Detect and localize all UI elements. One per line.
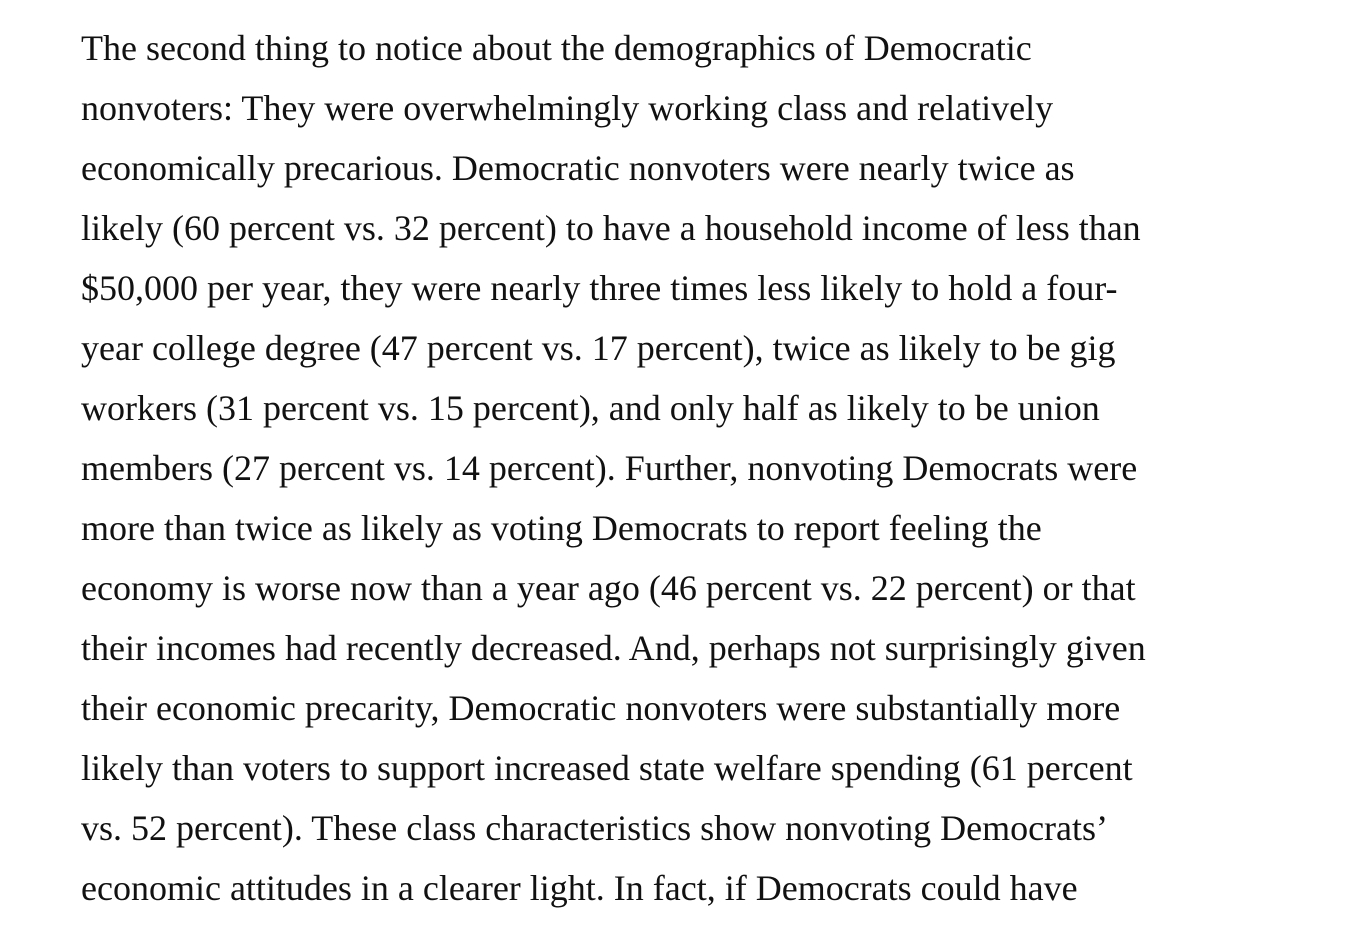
text-line: their economic precarity, Democratic non… bbox=[81, 688, 1121, 728]
text-line: year college degree (47 percent vs. 17 p… bbox=[81, 328, 1116, 368]
text-line: members (27 percent vs. 14 percent). Fur… bbox=[81, 448, 1138, 488]
text-line: economy is worse now than a year ago (46… bbox=[81, 568, 1136, 608]
text-line: likely (60 percent vs. 32 percent) to ha… bbox=[81, 208, 1141, 248]
text-line: workers (31 percent vs. 15 percent), and… bbox=[81, 388, 1100, 428]
text-line: economically precarious. Democratic nonv… bbox=[81, 148, 1075, 188]
text-line: The second thing to notice about the dem… bbox=[81, 28, 1032, 68]
text-line: more than twice as likely as voting Demo… bbox=[81, 508, 1042, 548]
paragraph: The second thing to notice about the dem… bbox=[81, 18, 1341, 918]
text-line: economic attitudes in a clearer light. I… bbox=[81, 868, 1078, 908]
text-line: their incomes had recently decreased. An… bbox=[81, 628, 1146, 668]
text-line: vs. 52 percent). These class characteris… bbox=[81, 808, 1109, 848]
text-line: likely than voters to support increased … bbox=[81, 748, 1133, 788]
text-line: $50,000 per year, they were nearly three… bbox=[81, 268, 1118, 308]
text-line: nonvoters: They were overwhelmingly work… bbox=[81, 88, 1054, 128]
